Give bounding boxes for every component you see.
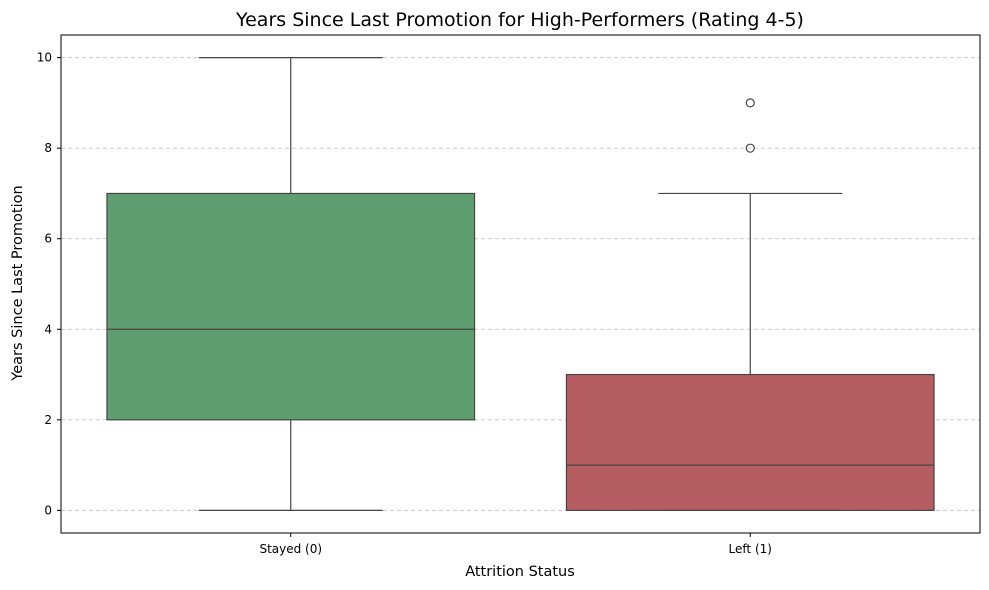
y-tick-label: 4 [44, 322, 52, 336]
box-iqr [106, 192, 476, 421]
plot-frame [60, 34, 981, 534]
outlier-point [745, 98, 755, 108]
y-tick-label: 10 [37, 51, 52, 65]
chart-title: Years Since Last Promotion for High-Perf… [235, 9, 804, 31]
y-axis-label: Years Since Last Promotion [10, 185, 26, 381]
y-tick-label: 0 [44, 503, 52, 517]
x-tick-label: Left (1) [729, 542, 772, 556]
boxes [106, 57, 935, 511]
x-axis-label: Attrition Status [465, 564, 575, 580]
y-tick-label: 6 [44, 232, 52, 246]
x-tick-label: Stayed (0) [259, 542, 322, 556]
box-group [565, 98, 935, 511]
axis-ticks: 0 2 4 6 8 10 Stayed (0) Left (1) [37, 51, 772, 556]
y-tick-label: 8 [44, 141, 52, 155]
box-group [106, 57, 476, 511]
y-tick-label: 2 [44, 413, 52, 427]
outlier-point [745, 143, 755, 153]
box-iqr [565, 373, 935, 511]
